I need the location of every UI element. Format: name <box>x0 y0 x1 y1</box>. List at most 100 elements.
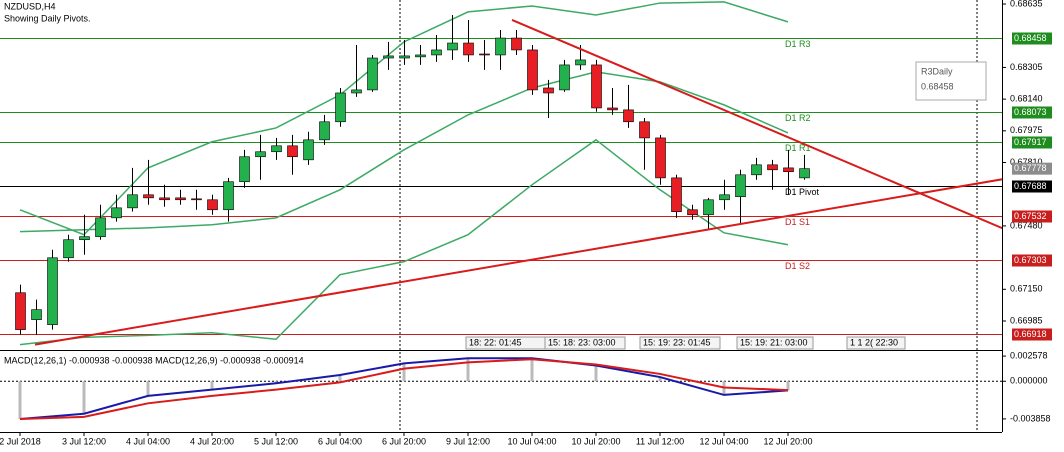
y-tick-label: 0.67810 <box>1010 157 1043 167</box>
timer: 15: 19: 23: 01:45 <box>643 337 711 347</box>
y-tick-label: 0.67975 <box>1010 125 1043 135</box>
macd-pane <box>0 357 1002 421</box>
candle-body <box>719 194 730 201</box>
candle-body <box>735 174 746 198</box>
y-tick-label: 0.66985 <box>1010 315 1043 325</box>
candle-body <box>623 109 634 123</box>
candle-body <box>287 145 298 158</box>
level-name: D1 Pivot <box>785 187 820 197</box>
candle-body <box>751 164 762 176</box>
candle-body <box>799 168 810 179</box>
candle-body <box>143 194 154 199</box>
x-tick-label: 5 Jul 12:00 <box>254 436 298 446</box>
timer: 1 1 2( 22:30 <box>850 337 898 347</box>
candle-body <box>383 55 394 59</box>
level-name: D1 S2 <box>785 261 810 271</box>
y-tick-label: 0.67150 <box>1010 284 1043 294</box>
candle-body <box>527 49 538 91</box>
level-box <box>1012 210 1052 223</box>
candle-body <box>63 239 74 259</box>
level-box <box>1012 106 1052 119</box>
candle-body <box>767 164 778 171</box>
candle-body <box>639 121 650 139</box>
timer-box <box>639 336 721 350</box>
level-name: D1 R1 <box>785 143 811 153</box>
trendline <box>511 19 1002 230</box>
candle-body <box>191 198 202 201</box>
x-tick-label: 2 Jul 2018 <box>0 436 41 446</box>
y-tick-label: 0.68635 <box>1010 0 1043 8</box>
level-box <box>1012 32 1052 45</box>
candle-body <box>127 194 138 209</box>
macd-title: MACD(12,26,1) -0.000938 -0.000938 MACD(1… <box>4 355 304 365</box>
candle-body <box>543 87 554 94</box>
candle-body <box>447 42 458 51</box>
level-value: 0.67532 <box>1014 211 1047 221</box>
candle-body <box>511 37 522 51</box>
candle-body <box>255 151 266 158</box>
candle-body <box>431 49 442 56</box>
timer: 15: 19: 21: 03:00 <box>740 337 808 347</box>
y-tick-label: 0.68305 <box>1010 62 1043 72</box>
level-box <box>1012 180 1052 193</box>
candle-body <box>239 156 250 183</box>
candle-body <box>175 197 186 201</box>
tooltip-name: R3Daily <box>921 66 953 76</box>
timer-box <box>846 336 906 350</box>
bollinger-band <box>19 138 789 346</box>
level-value: 0.66918 <box>1014 329 1047 339</box>
candle-body <box>655 137 666 179</box>
timer-box <box>736 336 814 350</box>
candle-body <box>223 181 234 211</box>
macd-line <box>19 357 789 421</box>
candle-body <box>575 59 586 66</box>
x-tick-label: 12 Jul 04:00 <box>699 436 748 446</box>
y-tick-label: 0.68140 <box>1010 93 1043 103</box>
level-box <box>1012 254 1052 267</box>
macd-line <box>19 358 789 421</box>
candle-body <box>207 199 218 211</box>
candle-body <box>591 64 602 109</box>
timer-box <box>544 336 626 350</box>
timer: 18: 22: 01:45 <box>469 337 522 347</box>
candle-body <box>303 139 314 161</box>
candle-body <box>159 197 170 201</box>
trendline <box>34 178 1002 346</box>
candle-body <box>31 309 42 320</box>
level-name: D1 S1 <box>785 217 810 227</box>
y-tick-label: -0.003858 <box>1010 413 1051 423</box>
candle-body <box>783 167 794 173</box>
candle-body <box>95 217 106 237</box>
axes: 0.68635 0.68305 0.68140 0.67975 0.67810 0.674… <box>0 0 1052 446</box>
candle-body <box>47 257 58 325</box>
candle-body <box>15 292 26 330</box>
candle-body <box>607 107 618 111</box>
x-tick-label: 6 Jul 20:00 <box>382 436 426 446</box>
level-box <box>1012 136 1052 149</box>
x-tick-label: 10 Jul 20:00 <box>571 436 620 446</box>
candle-body <box>319 121 330 141</box>
candle-body <box>495 37 506 56</box>
level-value: 0.68458 <box>1014 33 1047 43</box>
candle-body <box>687 209 698 216</box>
timer: 15: 18: 23: 03:00 <box>548 337 616 347</box>
timers: 18: 22: 01:45 15: 18: 23: 03:00 15: 19: 23… <box>465 336 906 350</box>
candle-body <box>559 64 570 91</box>
candle-body <box>351 89 362 94</box>
level-box <box>1012 328 1052 341</box>
tooltip <box>915 61 987 101</box>
candle-body <box>671 177 682 212</box>
level-value: 0.67688 <box>1014 181 1047 191</box>
tooltip-value: 0.68458 <box>921 81 954 91</box>
candle-body <box>703 199 714 216</box>
x-tick-label: 12 Jul 20:00 <box>763 436 812 446</box>
y-tick-label: 0.002578 <box>1010 350 1048 360</box>
note: Showing Daily Pivots. <box>4 13 91 23</box>
current-price: 0.67778 <box>1014 163 1047 173</box>
level-name: D1 R2 <box>785 113 811 123</box>
candle-body <box>111 207 122 219</box>
price-box <box>1012 162 1052 175</box>
candle-body <box>79 236 90 241</box>
x-tick-label: 3 Jul 12:00 <box>62 436 106 446</box>
